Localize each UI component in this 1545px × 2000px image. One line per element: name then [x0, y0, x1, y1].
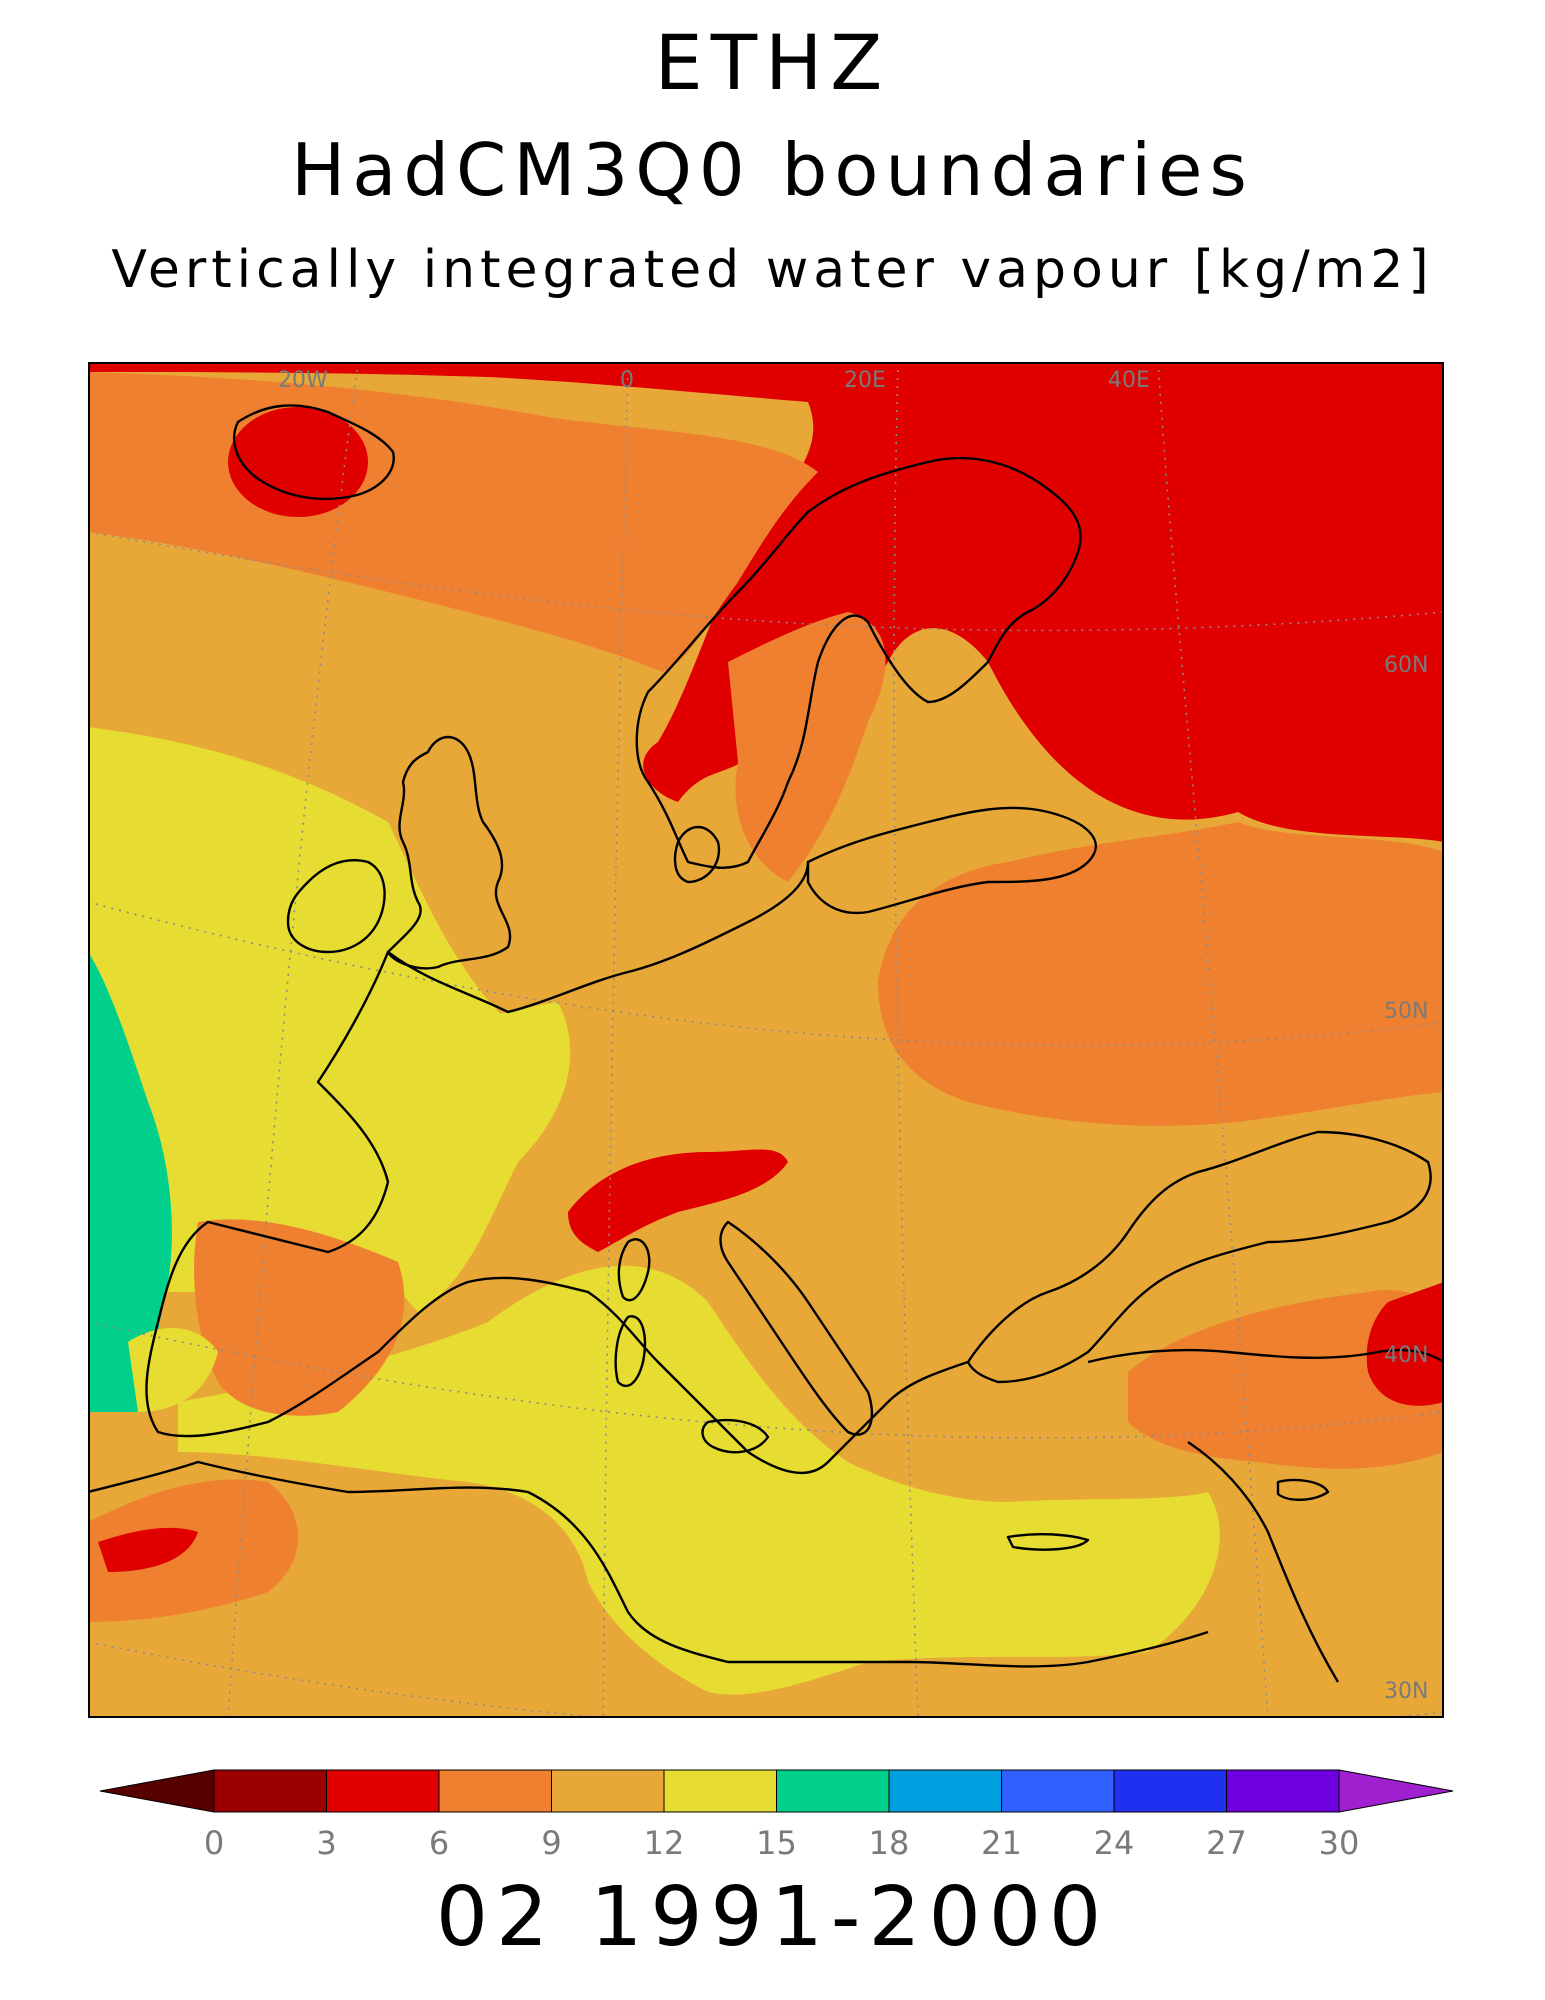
- coast-crete-cyprus: [1006, 1478, 1330, 1551]
- colorbar-tick-label: 30: [1319, 1824, 1360, 1862]
- coast-ireland: [286, 859, 386, 954]
- map-labels: 20W 0 20E 40E 60N 50N 40N 30N: [278, 368, 1428, 1704]
- colorbar-box: [888, 1769, 1002, 1813]
- coast-iceland: [233, 404, 395, 500]
- field-yellow-med: [178, 1265, 1220, 1695]
- colorbar-box: [326, 1769, 440, 1813]
- lon-label-40e: 40E: [1108, 368, 1150, 393]
- coast-north-africa: [88, 1460, 1209, 1668]
- field-orange-iberia: [194, 1219, 405, 1416]
- colorbar-tick-label: 18: [869, 1824, 910, 1862]
- colorbar-tick-label: 12: [644, 1824, 685, 1862]
- coast-denmark: [673, 825, 721, 884]
- lon-label-20e: 20E: [844, 368, 886, 393]
- colorbar-tick-label: 21: [981, 1824, 1022, 1862]
- map-frame: [88, 362, 1444, 1718]
- coast-corsica-sardinia: [614, 1238, 651, 1388]
- lat-label-30n: 30N: [1384, 1679, 1428, 1704]
- title-boundaries: HadCM3Q0 boundaries: [291, 128, 1254, 212]
- field-orange-russia: [878, 822, 1444, 1126]
- coast-italy: [719, 1220, 874, 1436]
- field-teal-atlantic: [88, 952, 172, 1412]
- title-variable: Vertically integrated water vapour [kg/m…: [111, 240, 1434, 300]
- colorbar-tick-label: 9: [541, 1824, 561, 1862]
- colorbar-box: [1226, 1769, 1340, 1813]
- colorbar-tick-label: 24: [1094, 1824, 1135, 1862]
- colorbar-box: [776, 1769, 890, 1813]
- colorbar-tick-label: 6: [429, 1824, 449, 1862]
- colorbar-labels: 0 3 6 9 12 15 18 21 24 27 30: [204, 1824, 1360, 1862]
- colorbar-box: [551, 1769, 665, 1813]
- colorbar-box: [663, 1769, 777, 1813]
- colorbar-box: [438, 1769, 552, 1813]
- coast-balkans-blacksea: [966, 1130, 1432, 1384]
- lat-label-50n: 50N: [1384, 999, 1428, 1024]
- colorbar-box: [1001, 1769, 1115, 1813]
- water-vapour-map: 20W 0 20E 40E 60N 50N 40N 30N: [88, 362, 1444, 1718]
- field-orange-turkey: [1128, 1289, 1444, 1469]
- field-red-turkey: [1366, 1282, 1444, 1406]
- field-red-alps: [568, 1149, 788, 1252]
- colorbar-tick-label: 0: [204, 1824, 224, 1862]
- colorbar-arrow-high: [1338, 1769, 1454, 1813]
- colorbar-arrow-low: [99, 1769, 215, 1813]
- colorbar-boxes: [99, 1769, 1454, 1813]
- coast-baltic: [806, 806, 1097, 915]
- coast-britain: [386, 735, 512, 970]
- graticule: [88, 362, 1444, 1718]
- lat-label-60n: 60N: [1384, 653, 1428, 678]
- coast-scandinavia: [635, 456, 1082, 869]
- coast-sicily: [701, 1418, 770, 1454]
- map-fields: [88, 362, 1444, 1718]
- field-orange-africa: [88, 1479, 298, 1622]
- field-yellow-france: [328, 1002, 571, 1312]
- lat-label-40n: 40N: [1384, 1343, 1428, 1368]
- colorbar-tick-label: 3: [316, 1824, 336, 1862]
- period-label: 02 1991-2000: [435, 1870, 1110, 1965]
- colorbar-tick-label: 27: [1206, 1824, 1247, 1862]
- coast-turkey-levant: [1087, 1348, 1444, 1683]
- lon-label-20w: 20W: [278, 368, 328, 393]
- colorbar: 0 3 6 9 12 15 18 21 24 27 30: [99, 1769, 1454, 1862]
- field-red-iceland: [228, 407, 368, 517]
- coastlines: [88, 404, 1444, 1683]
- field-red-africa: [98, 1527, 198, 1572]
- colorbar-box: [213, 1769, 327, 1813]
- field-orange-sweden: [728, 612, 886, 882]
- colorbar-box: [1113, 1769, 1227, 1813]
- field-red-north: [88, 362, 1444, 842]
- lon-label-0: 0: [620, 368, 634, 393]
- coast-continent: [145, 861, 969, 1475]
- colorbar-tick-label: 15: [756, 1824, 797, 1862]
- title-institute: ETHZ: [654, 18, 891, 107]
